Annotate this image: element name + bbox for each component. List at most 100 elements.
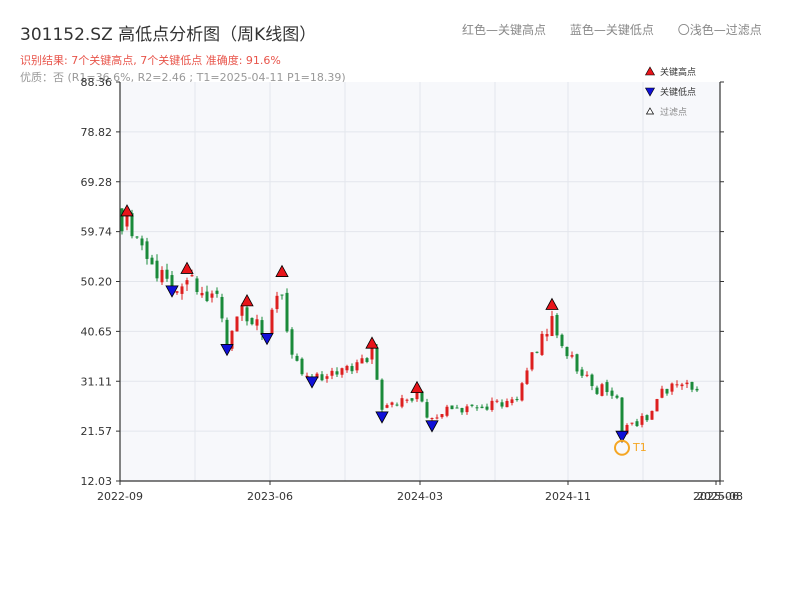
candle-up <box>175 291 179 293</box>
candle-down <box>590 374 594 387</box>
candle-down <box>225 319 229 348</box>
candle-up <box>545 334 549 337</box>
candle-down <box>595 387 599 394</box>
key-high-marker <box>275 264 289 277</box>
candle-down <box>500 402 504 407</box>
candle-down <box>205 291 209 302</box>
key-low-marker <box>260 333 274 346</box>
candle-up <box>270 309 274 334</box>
candle-down <box>485 406 489 410</box>
candle-down <box>365 358 369 362</box>
key-low-marker <box>220 344 234 357</box>
candle-down <box>580 369 584 376</box>
key-low-marker <box>165 285 179 298</box>
candle-down <box>420 391 424 402</box>
candle-down <box>470 404 474 406</box>
candle-up <box>255 319 259 326</box>
candle-up <box>650 410 654 420</box>
plot-legend: 关键高点 关键低点 过滤点 <box>644 66 696 118</box>
y-tick-label: 21.57 <box>81 425 113 438</box>
candle-up <box>435 417 439 419</box>
candle-up <box>305 375 309 377</box>
x-tick-label: 2023-06 <box>247 490 293 503</box>
candle-up <box>200 292 204 296</box>
t1-marker <box>614 439 630 456</box>
candle-up <box>640 415 644 425</box>
candle-down <box>165 269 169 279</box>
candle-down <box>695 388 699 391</box>
x-tick-label: 2025-06 <box>693 490 739 503</box>
candle-down <box>335 371 339 375</box>
x-tick-label: 2024-03 <box>397 490 443 503</box>
candle-down <box>605 382 609 393</box>
candle-down <box>535 351 539 353</box>
candle-up <box>210 293 214 298</box>
candle-down <box>130 213 134 237</box>
candle-down <box>450 405 454 410</box>
candle-down <box>220 296 224 319</box>
candle-up <box>315 373 319 379</box>
key-high-marker <box>545 297 559 310</box>
legend-low-label: 关键低点 <box>660 86 696 98</box>
candle-up <box>180 286 184 294</box>
y-tick-label: 59.74 <box>81 226 113 239</box>
candle-up <box>400 398 404 407</box>
t1-label: T1 <box>632 441 647 454</box>
candle-up <box>440 414 444 418</box>
y-tick-label: 78.82 <box>81 126 113 139</box>
candle-down <box>285 292 289 332</box>
candle-up <box>490 400 494 410</box>
candle-down <box>575 354 579 372</box>
candle-up <box>415 390 419 400</box>
candle-down <box>560 334 564 347</box>
candle-up <box>275 295 279 310</box>
y-tick-label: 50.20 <box>81 276 113 289</box>
y-tick-label: 12.03 <box>81 475 113 488</box>
y-tick-label: 31.11 <box>81 375 113 388</box>
candle-down <box>410 398 414 401</box>
key-high-marker <box>410 380 424 394</box>
candle-up <box>370 345 374 360</box>
key-low-marker <box>615 430 629 444</box>
candle-down <box>140 238 144 246</box>
candle-down <box>610 390 614 396</box>
recognition-result: 识别结果: 7个关键高点, 7个关键低点 准确度: 91.6% <box>20 54 281 67</box>
candle-down <box>215 290 219 294</box>
y-tick-label: 88.36 <box>81 76 113 89</box>
candle-up <box>190 275 194 277</box>
candle-down <box>615 395 619 398</box>
candle-up <box>345 365 349 371</box>
candle-down <box>480 406 484 409</box>
candle-down <box>665 388 669 394</box>
x-tick-label: 2022-09 <box>97 490 143 503</box>
candle-up <box>585 374 589 376</box>
candle-up <box>660 388 664 398</box>
candle-down <box>320 374 324 381</box>
x-tick-label: 2025-08 <box>697 490 743 503</box>
candle-up <box>520 383 524 401</box>
key-high-marker <box>240 294 254 307</box>
candle-up <box>505 400 509 408</box>
candle-down <box>195 278 199 292</box>
candle-down <box>145 241 149 259</box>
candle-down <box>475 407 479 409</box>
candle-down <box>350 366 354 372</box>
legend-high-text: 红色—关键高点 <box>462 23 547 37</box>
candle-up <box>330 370 334 376</box>
candle-down <box>690 381 694 390</box>
legend-filtered-text: 〇浅色—过滤点 <box>677 23 762 37</box>
candle-up <box>185 280 189 285</box>
candle-up <box>405 399 409 401</box>
candle-down <box>565 346 569 357</box>
chart-title: 301152.SZ 高低点分析图（周K线图） <box>20 25 317 45</box>
key-low-marker <box>375 411 389 424</box>
candle-down <box>150 257 154 265</box>
candle-up <box>385 405 389 408</box>
x-tick-label: 2024-11 <box>545 490 591 503</box>
candle-up <box>550 316 554 337</box>
candle-down <box>645 415 649 421</box>
legend-low-text: 蓝色—关键低点 <box>569 23 654 37</box>
candle-down <box>380 379 384 410</box>
candle-down <box>170 275 174 293</box>
